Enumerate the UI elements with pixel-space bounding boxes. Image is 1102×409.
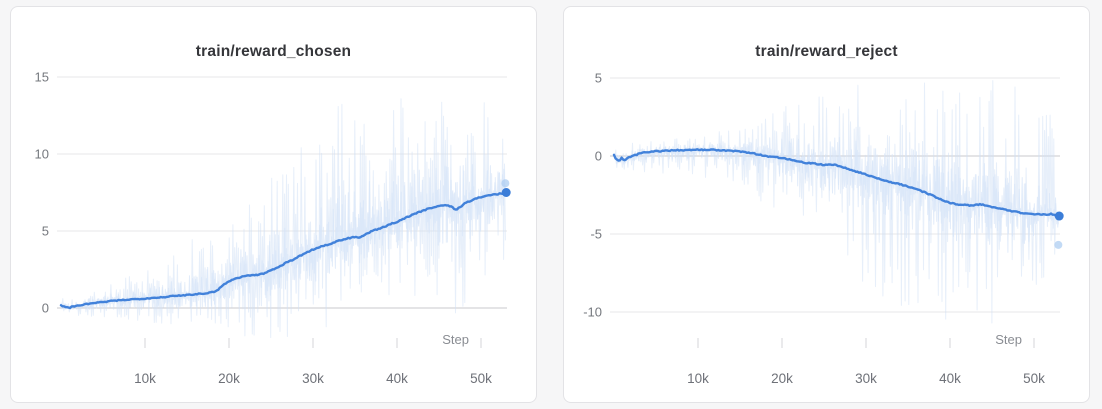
raw-series-line	[613, 80, 1059, 324]
y-tick-label: -5	[590, 227, 602, 242]
x-tick-label: 10k	[134, 371, 156, 386]
x-tick-label: 40k	[386, 371, 408, 386]
y-tick-label: 10	[35, 147, 49, 162]
chart-title: train/reward_chosen	[195, 43, 352, 60]
line-chart[interactable]: 15 10 5 0 10k 20k 30k 40k 50k Step	[11, 7, 538, 404]
x-tick-label: 50k	[1023, 371, 1045, 386]
x-axis-label: Step	[442, 332, 469, 347]
chart-panel-reward-reject[interactable]: train/reward_reject 5 0 -5 -10 10k 20k 30k 40k 5…	[563, 6, 1090, 403]
y-tick-label: 5	[42, 224, 49, 239]
x-tick-label: 10k	[687, 371, 709, 386]
y-tick-label: 0	[42, 301, 49, 316]
chart-panel-reward-chosen[interactable]: train/reward_chosen 15 10 5 0 10k 20k 30k 40k 50…	[10, 6, 537, 403]
x-tick-label: 40k	[939, 371, 961, 386]
y-tick-label: 5	[595, 71, 602, 86]
latest-value-dot	[1054, 211, 1064, 221]
smoothed-series-line	[612, 148, 1060, 218]
chart-title: train/reward_reject	[755, 43, 898, 60]
x-tick-label: 50k	[470, 371, 492, 386]
raw-series-line	[60, 164, 506, 310]
y-tick-label: 0	[595, 149, 602, 164]
y-tick-label: 15	[35, 70, 49, 85]
x-tick-label: 30k	[302, 371, 324, 386]
x-tick-label: 30k	[855, 371, 877, 386]
smoothed-series-line	[59, 191, 507, 310]
y-tick-label: -10	[583, 305, 602, 320]
x-axis-label: Step	[995, 332, 1022, 347]
raw-latest-dot	[1054, 240, 1063, 249]
raw-latest-dot	[501, 179, 510, 188]
x-tick-label: 20k	[771, 371, 793, 386]
latest-value-dot	[501, 188, 511, 197]
x-tick-label: 20k	[218, 371, 240, 386]
raw-series-line	[60, 98, 506, 338]
line-chart[interactable]: 5 0 -5 -10 10k 20k 30k 40k 50k Step	[564, 7, 1091, 404]
